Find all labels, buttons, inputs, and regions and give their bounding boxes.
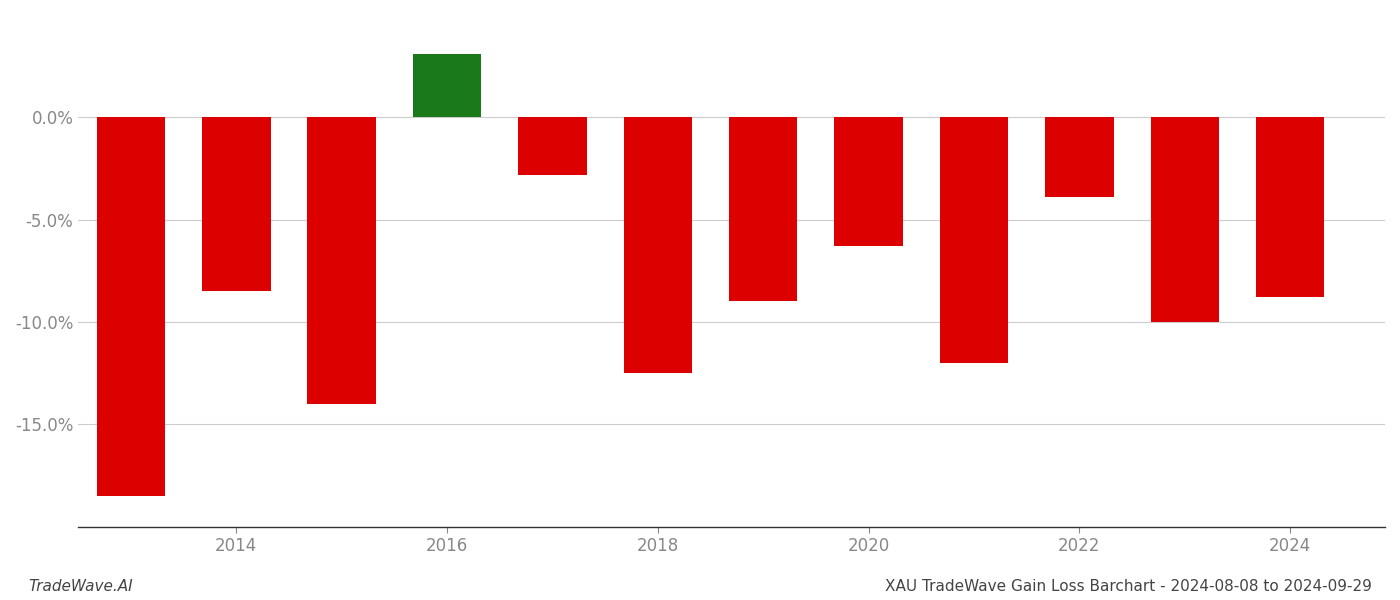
- Bar: [1046, 118, 1113, 197]
- Bar: [518, 118, 587, 175]
- Bar: [939, 118, 1008, 363]
- Text: XAU TradeWave Gain Loss Barchart - 2024-08-08 to 2024-09-29: XAU TradeWave Gain Loss Barchart - 2024-…: [885, 579, 1372, 594]
- Bar: [202, 118, 270, 291]
- Bar: [308, 118, 377, 404]
- Bar: [1256, 118, 1324, 298]
- Text: TradeWave.AI: TradeWave.AI: [28, 579, 133, 594]
- Bar: [729, 118, 798, 301]
- Bar: [1151, 118, 1219, 322]
- Bar: [413, 54, 482, 118]
- Bar: [97, 118, 165, 496]
- Bar: [623, 118, 692, 373]
- Bar: [834, 118, 903, 246]
